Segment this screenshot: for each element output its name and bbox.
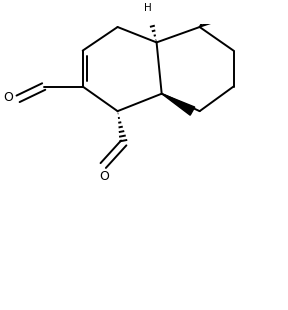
Polygon shape <box>200 10 228 27</box>
Text: O: O <box>3 91 13 104</box>
Text: H: H <box>145 3 152 13</box>
Text: O: O <box>99 170 109 183</box>
Polygon shape <box>162 94 195 115</box>
